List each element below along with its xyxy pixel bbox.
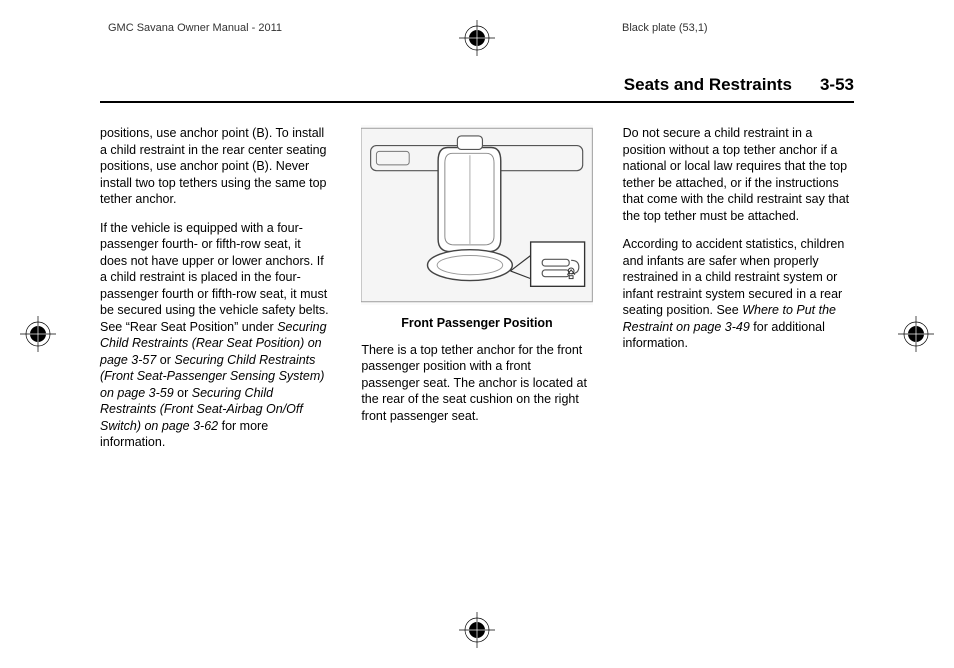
columns: positions, use anchor point (B). To inst… bbox=[100, 125, 854, 463]
crop-mark-left bbox=[20, 316, 56, 352]
col1-p2: If the vehicle is equipped with a four-p… bbox=[100, 220, 331, 451]
meta-right: Black plate (53,1) bbox=[622, 22, 708, 34]
page-number: 3-53 bbox=[820, 75, 854, 95]
page-frame: Seats and Restraints 3-53 positions, use… bbox=[100, 75, 854, 463]
col2-p1: There is a top tether anchor for the fro… bbox=[361, 342, 592, 425]
section-title: Seats and Restraints bbox=[624, 75, 792, 95]
col3-p2: According to accident statistics, childr… bbox=[623, 236, 854, 352]
col3-p1: Do not secure a child restraint in a pos… bbox=[623, 125, 854, 224]
column-1: positions, use anchor point (B). To inst… bbox=[100, 125, 331, 463]
page-header: Seats and Restraints 3-53 bbox=[100, 75, 854, 103]
crop-mark-right bbox=[898, 316, 934, 352]
crop-mark-top bbox=[459, 20, 495, 56]
figure-caption: Front Passenger Position bbox=[361, 315, 592, 332]
column-3: Do not secure a child restraint in a pos… bbox=[623, 125, 854, 463]
seat-diagram bbox=[361, 125, 592, 305]
meta-left: GMC Savana Owner Manual - 2011 bbox=[108, 22, 282, 34]
crop-mark-bottom bbox=[459, 612, 495, 648]
column-2: Front Passenger Position There is a top … bbox=[361, 125, 592, 463]
col1-p1: positions, use anchor point (B). To inst… bbox=[100, 125, 331, 208]
